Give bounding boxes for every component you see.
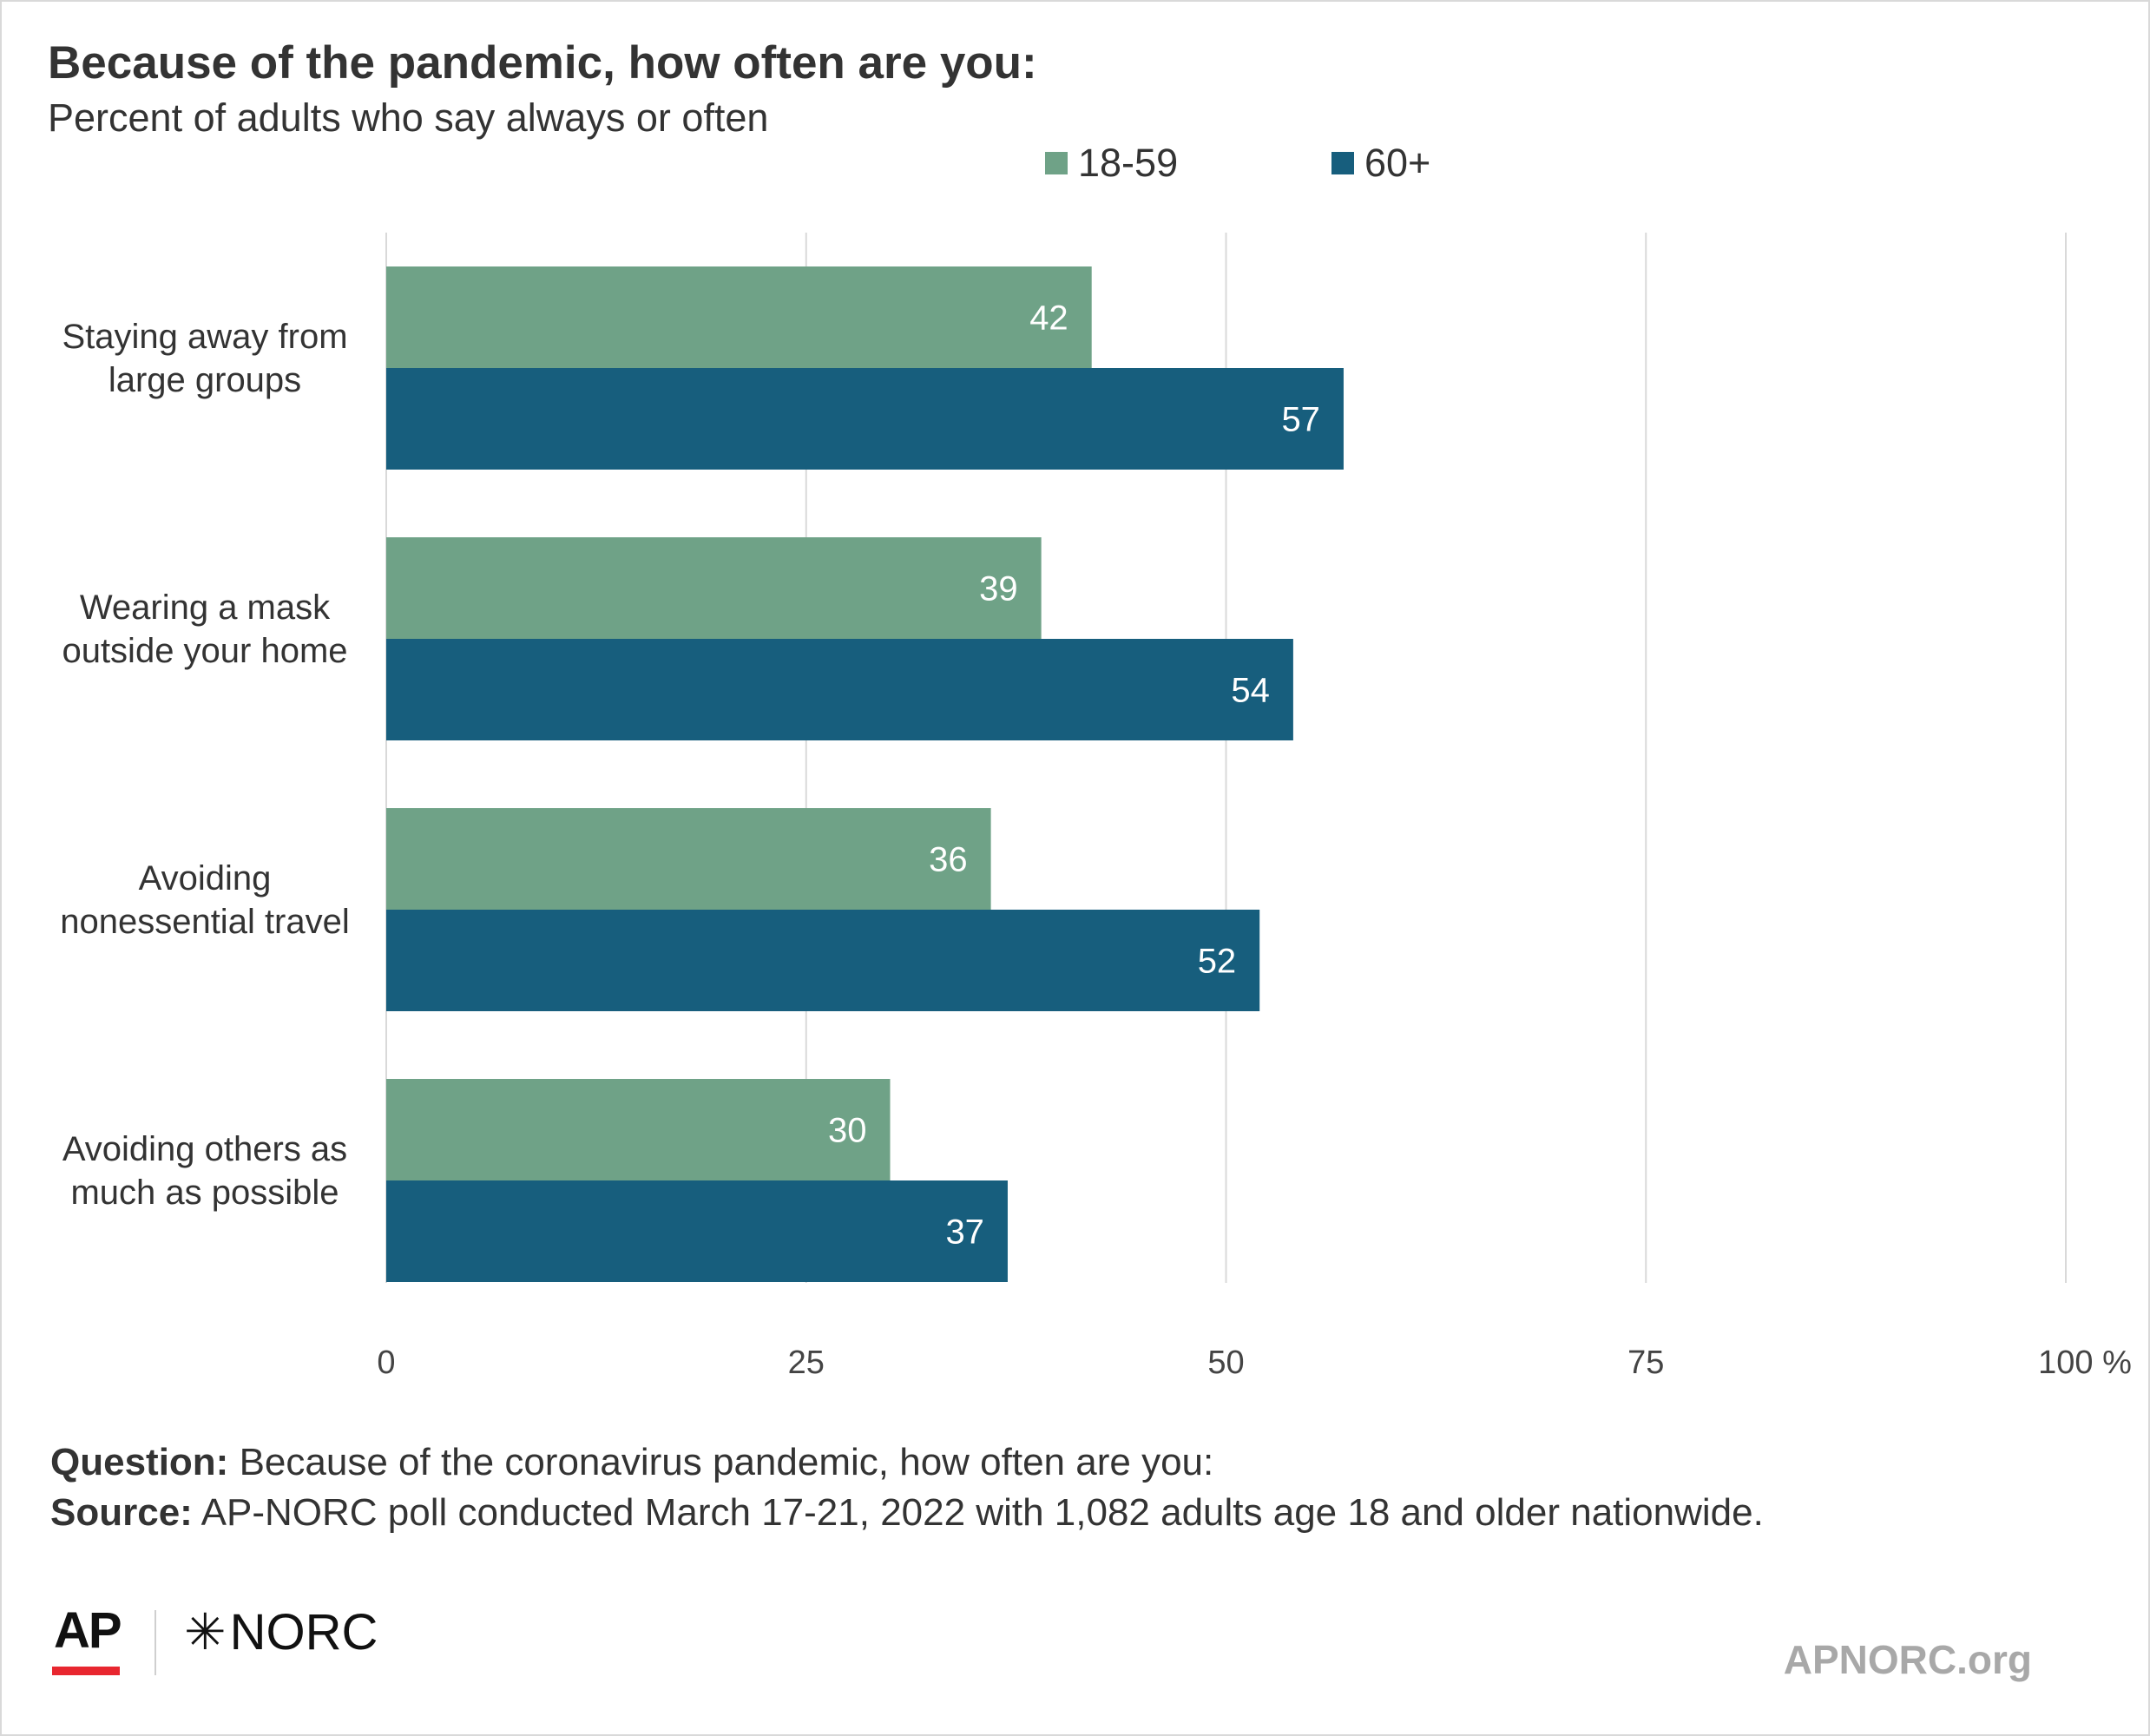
category-label-0: large groups xyxy=(108,361,301,399)
data-label-18-59-0: 42 xyxy=(1029,299,1068,338)
bar-60-plus-0 xyxy=(386,368,1344,470)
ap-logo: AP xyxy=(54,1602,122,1659)
source-text: AP-NORC poll conducted March 17-21, 2022… xyxy=(201,1491,1764,1534)
data-label-18-59-1: 39 xyxy=(979,570,1018,608)
bar-18-59-0 xyxy=(386,266,1092,368)
question-note: Question: Because of the coronavirus pan… xyxy=(50,1441,1213,1484)
data-label-60-plus-1: 54 xyxy=(1231,672,1270,710)
bar-18-59-2 xyxy=(386,808,991,910)
x-tick-label-100: 100 % xyxy=(2038,1345,2132,1381)
category-label-1: Wearing a mask xyxy=(80,589,331,627)
data-label-60-plus-0: 57 xyxy=(1281,401,1320,439)
norc-logo: ✳ NORC xyxy=(184,1602,378,1661)
bar-18-59-1 xyxy=(386,537,1042,639)
logo-divider xyxy=(155,1610,156,1675)
source-label: Source: xyxy=(50,1491,193,1534)
data-label-60-plus-3: 37 xyxy=(945,1213,984,1252)
category-label-0: Staying away from xyxy=(62,318,347,356)
data-label-60-plus-2: 52 xyxy=(1198,943,1237,981)
site-url: APNORC.org xyxy=(1783,1637,2032,1682)
legend-item-60-plus: 60+ xyxy=(1331,141,1430,186)
x-tick-label-75: 75 xyxy=(1627,1345,1664,1381)
question-label: Question: xyxy=(50,1441,229,1483)
bar-60-plus-2 xyxy=(386,910,1260,1011)
source-note: Source: AP-NORC poll conducted March 17-… xyxy=(50,1491,1764,1535)
data-label-18-59-2: 36 xyxy=(929,841,968,879)
category-label-2: Avoiding xyxy=(139,859,272,898)
category-label-2: nonessential travel xyxy=(60,903,350,941)
bar-60-plus-3 xyxy=(386,1180,1008,1282)
bar-18-59-3 xyxy=(386,1079,891,1180)
bar-chart: 0 25 50 75 100 % 42 57 Staying away from large g… xyxy=(60,233,2132,1381)
category-label-1: outside your home xyxy=(62,632,347,670)
norc-star-icon: ✳ xyxy=(184,1604,227,1660)
data-label-18-59-3: 30 xyxy=(828,1112,867,1150)
legend-label-60-plus: 60+ xyxy=(1364,141,1431,185)
chart-title: Because of the pandemic, how often are y… xyxy=(48,37,1037,89)
legend-swatch-60-plus xyxy=(1331,152,1354,174)
legend-swatch-18-59 xyxy=(1045,152,1068,174)
legend-label-18-59: 18-59 xyxy=(1078,141,1179,185)
bar-60-plus-1 xyxy=(386,639,1293,740)
norc-logo-text: NORC xyxy=(229,1603,378,1660)
x-tick-label-25: 25 xyxy=(788,1345,825,1381)
category-label-3: much as possible xyxy=(70,1174,339,1212)
chart-subtitle: Percent of adults who say always or ofte… xyxy=(48,95,769,140)
ap-logo-underline xyxy=(52,1667,120,1675)
category-label-3: Avoiding others as xyxy=(62,1130,347,1168)
question-text: Because of the coronavirus pandemic, how… xyxy=(239,1441,1214,1483)
x-tick-label-0: 0 xyxy=(377,1345,395,1381)
x-tick-label-50: 50 xyxy=(1207,1345,1244,1381)
legend-item-18-59: 18-59 xyxy=(1045,141,1178,186)
